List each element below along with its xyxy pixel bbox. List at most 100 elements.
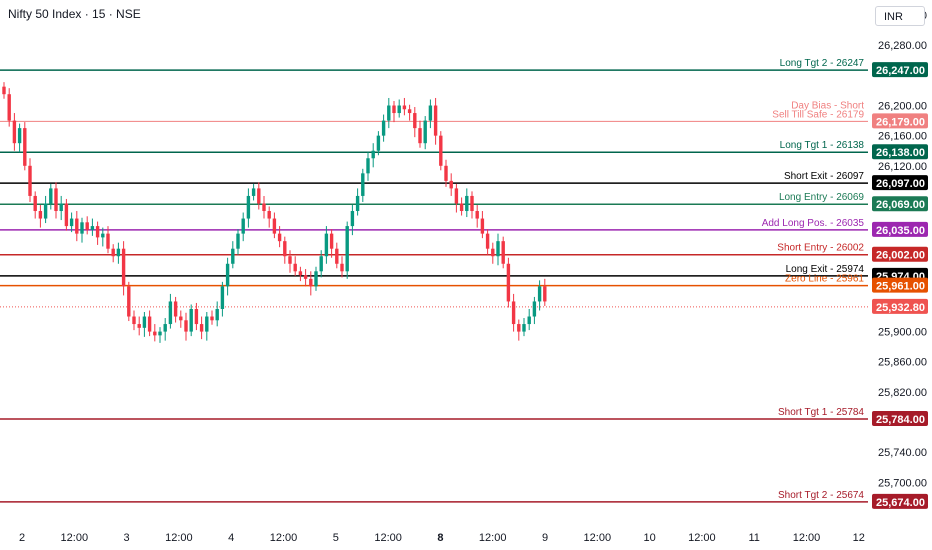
- time-tick-label: 12:00: [793, 532, 821, 544]
- level-label: Zero Line - 25961: [785, 274, 864, 285]
- candle-body: [397, 105, 401, 114]
- price-tag: 26,138.00: [872, 144, 928, 160]
- candle-body: [366, 158, 370, 174]
- price-tag-bg: [872, 113, 928, 129]
- price-axis[interactable]: 26,320.0026,280.0026,200.0026,160.0026,1…: [878, 10, 927, 489]
- price-tag-label: 26,179.00: [876, 116, 925, 128]
- candle-body: [241, 218, 245, 234]
- price-tag: 26,035.00: [872, 221, 928, 237]
- candle-body: [361, 173, 365, 196]
- price-tick-label: 26,200.00: [878, 101, 927, 113]
- candle-body: [189, 308, 193, 332]
- time-tick-label: 10: [643, 532, 655, 544]
- price-tag-bg: [872, 298, 928, 314]
- candle-body: [17, 128, 22, 144]
- candle-body: [423, 120, 427, 144]
- candle-body: [381, 120, 386, 136]
- candle-body: [116, 248, 121, 257]
- currency-button[interactable]: INR: [875, 6, 925, 26]
- price-tick-label: 25,820.00: [878, 387, 927, 399]
- candle-body: [95, 226, 100, 238]
- candle-body: [340, 263, 344, 272]
- candle-body: [392, 105, 396, 114]
- candle-body: [137, 324, 141, 328]
- candle-body: [194, 308, 199, 325]
- level-label: Day Bias - Short: [791, 100, 864, 111]
- candle-body: [522, 324, 526, 332]
- price-tick-label: 25,860.00: [878, 357, 927, 369]
- price-tick-label: 26,160.00: [878, 131, 927, 143]
- candle-body: [527, 316, 531, 325]
- price-tag: 26,179.00: [872, 113, 928, 129]
- candle-body: [303, 275, 308, 279]
- price-tick-label: 26,120.00: [878, 161, 927, 173]
- candle-body: [439, 135, 443, 166]
- candle-body: [184, 320, 188, 332]
- level-label: Long Exit - 25974: [786, 264, 865, 275]
- candle-body: [231, 248, 235, 264]
- level-label: Short Tgt 2 - 25674: [778, 490, 864, 501]
- candle-body: [43, 203, 48, 219]
- candle-body: [480, 218, 485, 234]
- price-tag-label: 25,932.80: [876, 302, 925, 314]
- price-tag-bg: [872, 175, 928, 191]
- candle-body: [12, 120, 17, 144]
- time-tick-label: 12:00: [61, 532, 89, 544]
- candle-body: [90, 226, 95, 230]
- candle-body: [433, 105, 438, 136]
- candle-body: [418, 128, 422, 144]
- candle-body: [277, 233, 282, 242]
- level-label: Long Tgt 2 - 26247: [780, 58, 865, 69]
- candle-body: [121, 248, 126, 287]
- price-tag-label: 26,138.00: [876, 147, 925, 159]
- level-label: Short Exit - 26097: [784, 171, 864, 182]
- price-tag: 26,097.00: [872, 175, 928, 191]
- time-tick-label: 8: [437, 532, 443, 544]
- candle-body: [298, 271, 303, 276]
- candle-body: [75, 218, 79, 234]
- candle-body: [314, 271, 318, 287]
- price-tag-bg: [872, 144, 928, 160]
- candle-body: [413, 113, 417, 129]
- time-axis[interactable]: 2 12:00 3 12:00 4 12:00 5 12:00 8 12:00 9 12:00 10 12…: [19, 532, 865, 544]
- candle-body: [220, 286, 225, 309]
- time-tick-label: 12:00: [374, 532, 402, 544]
- candle-body: [517, 324, 521, 332]
- level-label: Short Entry - 26002: [777, 243, 864, 254]
- candle-body: [449, 180, 453, 189]
- candle-body: [225, 263, 230, 287]
- candle-body: [64, 203, 69, 227]
- candle-body: [158, 331, 162, 336]
- candle-body: [267, 211, 271, 219]
- price-tag: 26,069.00: [872, 196, 928, 212]
- level-label: Add Long Pos. - 26035: [762, 218, 865, 229]
- candle-body: [33, 195, 37, 212]
- candle-body: [501, 241, 505, 264]
- candle-body: [465, 195, 469, 212]
- candle-body: [23, 128, 27, 166]
- price-tick-label: 25,740.00: [878, 447, 927, 459]
- candle-body: [7, 94, 11, 121]
- time-tick-label: 9: [542, 532, 548, 544]
- symbol-title: Nifty 50 Index · 15 · NSE: [8, 7, 141, 21]
- level-label: Short Tgt 1 - 25784: [778, 407, 864, 418]
- candle-body: [491, 248, 495, 257]
- price-tag: 25,932.80: [872, 298, 928, 314]
- time-tick-label: 12:00: [165, 532, 193, 544]
- candle-body: [80, 222, 84, 234]
- price-tag-bg: [872, 411, 928, 427]
- candle-body: [257, 188, 261, 204]
- candle-body: [402, 105, 407, 110]
- candle-body: [387, 105, 391, 121]
- candle-body: [309, 278, 313, 287]
- time-tick-label: 12:00: [479, 532, 507, 544]
- candles: [2, 82, 547, 343]
- time-tick-label: 12: [853, 532, 865, 544]
- price-tag-label: 26,035.00: [876, 225, 925, 237]
- price-tag-bg: [872, 493, 928, 509]
- candle-body: [324, 233, 329, 257]
- price-tag-bg: [872, 221, 928, 237]
- candle-body: [272, 218, 277, 234]
- price-tag: 26,247.00: [872, 62, 928, 78]
